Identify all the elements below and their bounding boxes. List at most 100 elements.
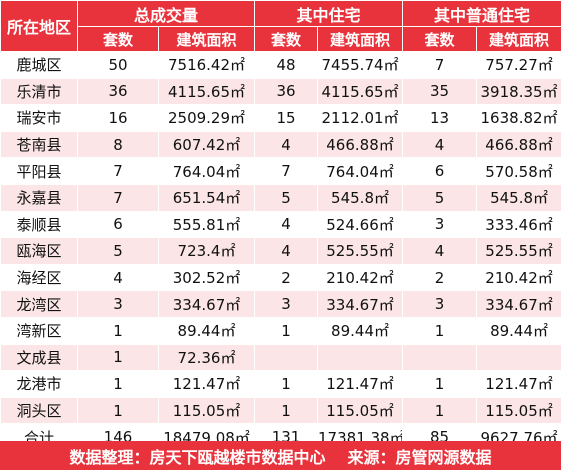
cell-region: 苍南县 <box>0 130 78 159</box>
cell-ord-area: 757.27㎡ <box>476 51 562 79</box>
cell-res-units: 15 <box>254 104 319 132</box>
cell-total-area: 334.67㎡ <box>157 290 256 318</box>
header-sub-area: 建筑面积 <box>317 26 404 52</box>
table-row: 乐清市 36 4115.65㎡ 36 4115.65㎡ 35 3918.35㎡ <box>0 77 562 106</box>
table-row: 瓯海区 5 723.4㎡ 4 525.55㎡ 4 525.55㎡ <box>0 237 562 265</box>
cell-res-area <box>317 343 404 372</box>
table-row: 平阳县 7 764.04㎡ 7 764.04㎡ 6 570.58㎡ <box>0 157 562 185</box>
cell-ord-units: 6 <box>402 157 478 185</box>
cell-total-units: 1 <box>77 343 159 372</box>
table-header: 所在地区 总成交量 其中住宅 其中普通住宅 套数 建筑面积 套数 建筑面积 套数… <box>0 0 562 52</box>
header-sub-units: 套数 <box>402 26 478 52</box>
cell-total-units: 1 <box>77 396 159 425</box>
header-sub-units: 套数 <box>254 26 319 52</box>
cell-ord-area: 545.8㎡ <box>476 183 562 212</box>
header-sub-units: 套数 <box>77 26 159 52</box>
cell-total-units: 1 <box>77 316 159 345</box>
cell-ord-units: 1 <box>402 316 478 345</box>
cell-ord-units <box>402 343 478 372</box>
cell-total-units: 16 <box>77 104 159 132</box>
cell-res-area: 524.66㎡ <box>317 210 404 239</box>
cell-ord-units: 13 <box>402 104 478 132</box>
cell-region: 湾新区 <box>0 316 78 345</box>
table-row: 鹿城区 50 7516.42㎡ 48 7455.74㎡ 7 757.27㎡ <box>0 51 562 79</box>
cell-ord-area: 525.55㎡ <box>476 237 562 265</box>
cell-total-units: 6 <box>77 210 159 239</box>
cell-total-area: 2509.29㎡ <box>157 104 256 132</box>
cell-ord-area: 570.58㎡ <box>476 157 562 185</box>
cell-res-units: 36 <box>254 77 319 106</box>
cell-total-area: 723.4㎡ <box>157 237 256 265</box>
cell-ord-units: 3 <box>402 210 478 239</box>
cell-res-area: 764.04㎡ <box>317 157 404 185</box>
cell-res-area: 2112.01㎡ <box>317 104 404 132</box>
footer-source: 来源：房管网源数据 <box>347 447 492 467</box>
cell-ord-area: 210.42㎡ <box>476 263 562 292</box>
table-body: 鹿城区 50 7516.42㎡ 48 7455.74㎡ 7 757.27㎡ 乐清市 36 4115… <box>0 51 562 451</box>
cell-res-area: 466.88㎡ <box>317 130 404 159</box>
cell-res-area: 7455.74㎡ <box>317 51 404 79</box>
cell-total-units: 4 <box>77 263 159 292</box>
table-row: 湾新区 1 89.44㎡ 1 89.44㎡ 1 89.44㎡ <box>0 316 562 345</box>
cell-region: 文成县 <box>0 343 78 372</box>
table-row: 瑞安市 16 2509.29㎡ 15 2112.01㎡ 13 1638.82㎡ <box>0 104 562 132</box>
cell-total-units: 7 <box>77 157 159 185</box>
table-row: 文成县 1 72.36㎡ <box>0 343 562 372</box>
cell-total-area: 72.36㎡ <box>157 343 256 372</box>
cell-region: 瓯海区 <box>0 237 78 265</box>
cell-res-units: 1 <box>254 370 319 398</box>
header-group-residential: 其中住宅 <box>254 0 404 27</box>
cell-total-area: 651.54㎡ <box>157 183 256 212</box>
cell-res-units: 1 <box>254 316 319 345</box>
cell-ord-units: 5 <box>402 183 478 212</box>
cell-res-units: 4 <box>254 237 319 265</box>
cell-region: 永嘉县 <box>0 183 78 212</box>
cell-ord-area: 466.88㎡ <box>476 130 562 159</box>
cell-ord-units: 1 <box>402 370 478 398</box>
cell-total-area: 302.52㎡ <box>157 263 256 292</box>
cell-ord-units: 1 <box>402 396 478 425</box>
header-group-total: 总成交量 <box>76 0 256 27</box>
cell-total-units: 36 <box>77 77 159 106</box>
cell-region: 龙港市 <box>0 370 78 398</box>
cell-res-area: 545.8㎡ <box>317 183 404 212</box>
cell-region: 龙湾区 <box>0 290 78 318</box>
cell-total-area: 4115.65㎡ <box>157 77 256 106</box>
cell-total-area: 121.47㎡ <box>157 370 256 398</box>
transaction-table: 所在地区 总成交量 其中住宅 其中普通住宅 套数 建筑面积 套数 建筑面积 套数… <box>0 0 562 451</box>
cell-ord-units: 2 <box>402 263 478 292</box>
footer-compiler: 数据整理：房天下瓯越楼市数据中心 <box>69 447 326 467</box>
cell-res-area: 210.42㎡ <box>317 263 404 292</box>
cell-total-units: 5 <box>77 237 159 265</box>
cell-total-units: 3 <box>77 290 159 318</box>
table-row: 泰顺县 6 555.81㎡ 4 524.66㎡ 3 333.46㎡ <box>0 210 562 239</box>
table-row: 海经区 4 302.52㎡ 2 210.42㎡ 2 210.42㎡ <box>0 263 562 292</box>
cell-ord-area <box>476 343 562 372</box>
cell-res-units: 2 <box>254 263 319 292</box>
header-region: 所在地区 <box>0 0 78 52</box>
cell-ord-area: 334.67㎡ <box>476 290 562 318</box>
cell-ord-units: 7 <box>402 51 478 79</box>
table-row: 龙湾区 3 334.67㎡ 3 334.67㎡ 3 334.67㎡ <box>0 290 562 318</box>
cell-res-units: 4 <box>254 130 319 159</box>
cell-region: 平阳县 <box>0 157 78 185</box>
cell-region: 泰顺县 <box>0 210 78 239</box>
table-row: 洞头区 1 115.05㎡ 1 115.05㎡ 1 115.05㎡ <box>0 396 562 425</box>
cell-res-area: 334.67㎡ <box>317 290 404 318</box>
cell-total-units: 8 <box>77 130 159 159</box>
footer-bar: 数据整理：房天下瓯越楼市数据中心 来源：房管网源数据 <box>0 441 561 470</box>
table-row: 苍南县 8 607.42㎡ 4 466.88㎡ 4 466.88㎡ <box>0 130 562 159</box>
cell-region: 乐清市 <box>0 77 78 106</box>
cell-ord-area: 3918.35㎡ <box>476 77 562 106</box>
cell-ord-area: 121.47㎡ <box>476 370 562 398</box>
cell-res-units <box>254 343 319 372</box>
cell-res-units: 3 <box>254 290 319 318</box>
cell-ord-area: 1638.82㎡ <box>476 104 562 132</box>
cell-ord-units: 4 <box>402 237 478 265</box>
cell-region: 海经区 <box>0 263 78 292</box>
cell-res-units: 7 <box>254 157 319 185</box>
cell-total-area: 607.42㎡ <box>157 130 256 159</box>
cell-total-units: 7 <box>77 183 159 212</box>
cell-res-units: 4 <box>254 210 319 239</box>
